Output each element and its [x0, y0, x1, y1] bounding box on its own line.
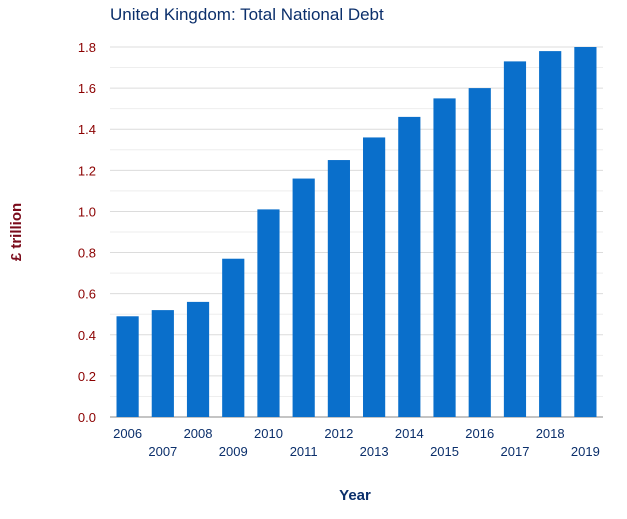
y-tick-label: 1.2 — [78, 163, 96, 178]
x-tick-labels: 2006 2007 2008 2009 2010 2011 2012 2013 2014 2015… — [113, 426, 600, 459]
x-tick-label: 2008 — [184, 426, 213, 441]
bar-2010 — [257, 209, 280, 417]
x-tick-label: 2014 — [395, 426, 424, 441]
y-tick-label: 0.2 — [78, 369, 96, 384]
gridlines — [110, 46, 603, 418]
x-tick-label: 2007 — [148, 444, 177, 459]
bar-2011 — [292, 178, 315, 417]
bar-2006 — [116, 316, 139, 417]
bar-2017 — [503, 61, 527, 418]
bar-2012 — [327, 160, 350, 418]
y-tick-label: 1.8 — [78, 40, 96, 55]
x-tick-label: 2009 — [219, 444, 248, 459]
x-tick-label: 2017 — [501, 444, 530, 459]
y-tick-label: 1.6 — [78, 81, 96, 96]
bar-2018 — [539, 51, 562, 417]
x-tick-label: 2011 — [290, 444, 318, 459]
x-tick-label: 2006 — [113, 426, 142, 441]
y-tick-label: 0.6 — [78, 287, 96, 302]
x-tick-label: 2018 — [536, 426, 565, 441]
x-tick-label: 2010 — [254, 426, 283, 441]
y-tick-label: 1.0 — [78, 204, 96, 219]
bar-2016 — [468, 88, 491, 417]
y-axis-title: £ trillion — [8, 203, 25, 261]
y-tick-label: 1.4 — [78, 122, 96, 137]
bar-2007 — [151, 310, 174, 417]
x-tick-label: 2013 — [360, 444, 389, 459]
bar-2013 — [363, 137, 386, 417]
bar-2008 — [186, 301, 210, 417]
x-tick-label: 2016 — [465, 426, 494, 441]
y-tick-label: 0.4 — [78, 328, 96, 343]
x-tick-label: 2019 — [571, 444, 600, 459]
y-tick-label: 0.8 — [78, 246, 96, 261]
bar-2014 — [398, 116, 421, 417]
bar-2019 — [574, 47, 597, 417]
x-axis-title: Year — [339, 487, 371, 504]
y-tick-labels: 0.0 0.2 0.4 0.6 0.8 1.0 1.2 1.4 1.6 1.8 — [78, 40, 96, 425]
bar-2015 — [433, 98, 456, 417]
bar-2009 — [222, 258, 245, 417]
bars — [116, 47, 597, 418]
y-tick-label: 0.0 — [78, 410, 96, 425]
x-tick-label: 2012 — [324, 426, 353, 441]
chart-title: United Kingdom: Total National Debt — [110, 5, 384, 24]
x-tick-label: 2015 — [430, 444, 459, 459]
